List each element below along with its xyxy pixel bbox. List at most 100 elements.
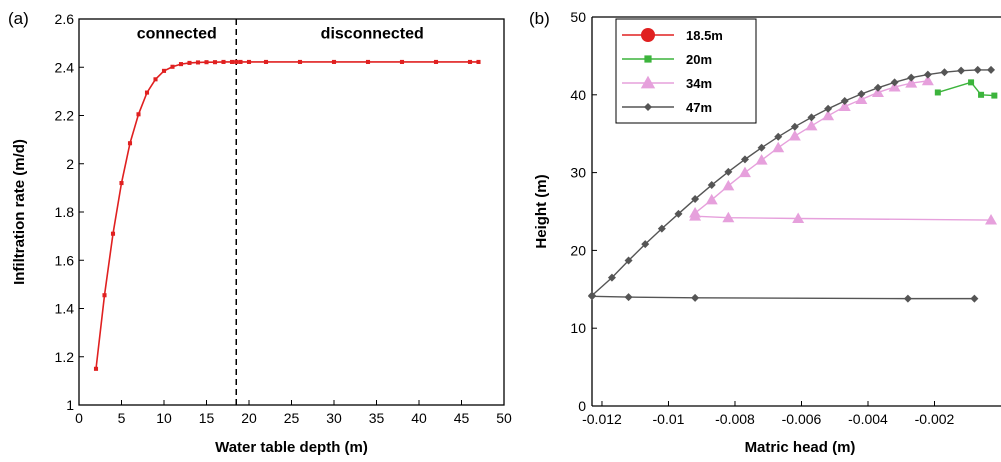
data-point xyxy=(102,293,107,298)
x-tick-label: -0.006 xyxy=(782,411,822,427)
data-point xyxy=(221,59,226,64)
x-tick-label: 10 xyxy=(156,410,172,426)
legend-box xyxy=(615,18,757,124)
data-point xyxy=(740,155,749,164)
data-point xyxy=(772,141,785,153)
x-tick-label: -0.004 xyxy=(848,411,888,427)
data-point xyxy=(824,104,833,113)
data-point xyxy=(365,59,371,64)
data-point xyxy=(707,181,716,190)
data-point xyxy=(957,66,966,75)
region-annotation: connected xyxy=(137,25,217,42)
data-point xyxy=(467,59,473,64)
data-point xyxy=(903,294,912,303)
data-point xyxy=(93,366,99,371)
data-point xyxy=(838,100,851,111)
data-point xyxy=(674,209,683,218)
panel-label: (b) xyxy=(529,9,550,28)
data-point xyxy=(110,231,116,236)
data-point xyxy=(757,143,766,152)
data-point xyxy=(588,292,596,301)
data-point xyxy=(987,65,996,74)
series-line xyxy=(591,295,975,300)
data-point xyxy=(246,59,252,64)
x-axis-label: Matric head (m) xyxy=(745,439,856,456)
panel-a: 0 5 10 15 20 25 30 35 40 45 50 1 1.2 1.4 1.6 1.8 2 2.2 2.4… xyxy=(8,9,512,456)
data-point xyxy=(857,90,866,99)
data-point xyxy=(624,256,633,265)
data-point xyxy=(755,154,768,165)
legend-label: 47m xyxy=(686,100,712,115)
series-line xyxy=(695,215,992,221)
x-tick-label: 25 xyxy=(284,410,300,426)
data-point xyxy=(921,74,934,86)
data-point xyxy=(691,195,700,204)
x-tick-label: 0 xyxy=(75,410,83,426)
data-point xyxy=(127,141,133,146)
y-tick-label: 1 xyxy=(66,397,74,413)
series-line xyxy=(937,81,995,97)
data-point xyxy=(788,130,801,141)
legend-marker xyxy=(640,75,656,89)
data-point xyxy=(399,59,405,64)
panel-label: (a) xyxy=(8,9,29,28)
x-tick-label: -0.002 xyxy=(915,411,955,427)
data-point xyxy=(840,97,849,106)
x-tick-label: 40 xyxy=(411,410,427,426)
data-point xyxy=(234,59,239,64)
data-point xyxy=(641,240,650,249)
y-tick-label: 10 xyxy=(570,320,586,336)
data-point xyxy=(178,62,184,67)
data-point xyxy=(807,113,816,122)
y-tick-label: 50 xyxy=(570,9,586,25)
x-tick-label: -0.01 xyxy=(653,411,685,427)
data-point xyxy=(722,179,735,191)
data-point xyxy=(855,93,868,104)
legend-label: 34m xyxy=(686,76,712,91)
data-point xyxy=(991,92,998,99)
data-point xyxy=(978,91,985,98)
data-point xyxy=(724,167,733,176)
data-point xyxy=(940,68,949,77)
x-tick-label: -0.008 xyxy=(715,411,755,427)
data-point xyxy=(822,109,835,121)
x-tick-label: 35 xyxy=(369,410,385,426)
data-point xyxy=(691,293,700,302)
data-point xyxy=(689,210,702,221)
series-line xyxy=(95,61,479,369)
y-tick-label: 1.8 xyxy=(55,204,75,220)
data-point xyxy=(297,59,303,64)
legend-marker xyxy=(644,55,652,63)
x-axis-label: Water table depth (m) xyxy=(215,439,368,456)
data-point xyxy=(873,83,882,92)
legend-marker xyxy=(641,28,655,42)
data-point xyxy=(212,60,218,65)
legend-label: 20m xyxy=(686,52,712,67)
y-tick-label: 1.2 xyxy=(55,349,75,365)
data-point xyxy=(119,181,124,186)
data-point xyxy=(624,293,633,302)
data-point xyxy=(657,224,666,233)
data-point xyxy=(187,60,192,65)
x-tick-label: 20 xyxy=(241,410,257,426)
data-point xyxy=(905,77,918,88)
data-point xyxy=(968,79,975,86)
x-tick-label: 15 xyxy=(199,410,215,426)
data-point xyxy=(161,68,167,73)
data-point xyxy=(705,193,718,205)
x-tick-label: -0.012 xyxy=(582,411,622,427)
legend-marker xyxy=(644,103,652,111)
data-point xyxy=(973,65,982,74)
data-point xyxy=(805,119,818,131)
x-tick-label: 50 xyxy=(496,410,512,426)
y-tick-label: 2.6 xyxy=(55,11,75,27)
y-tick-label: 1.4 xyxy=(55,301,75,317)
y-axis-label: Height (m) xyxy=(533,174,550,248)
x-tick-label: 5 xyxy=(118,410,126,426)
y-axis-label: Infiltration rate (m/d) xyxy=(11,139,28,285)
plot-frame xyxy=(78,18,505,406)
data-point xyxy=(722,211,735,223)
data-point xyxy=(433,59,439,64)
data-point xyxy=(204,60,209,65)
